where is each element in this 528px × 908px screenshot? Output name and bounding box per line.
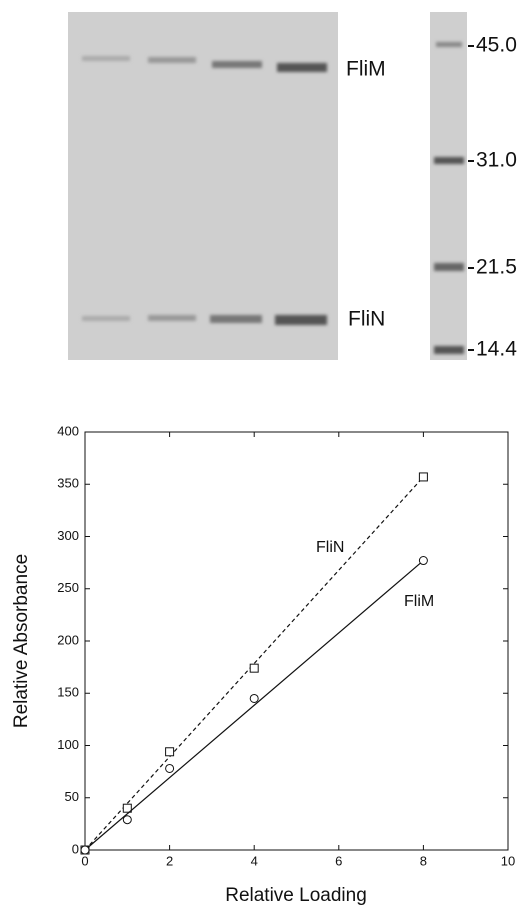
y-tick-label: 150 <box>57 685 79 700</box>
y-tick-label: 200 <box>57 632 79 647</box>
band <box>212 61 262 68</box>
x-axis-label: Relative Loading <box>225 885 367 906</box>
figure: FliM FliN 45.0 31.0 21.5 14.4 Relative L… <box>0 0 528 908</box>
y-tick-label: 50 <box>65 789 79 804</box>
x-tick-label: 8 <box>420 853 427 868</box>
marker-lane <box>430 12 467 360</box>
marker-label: 45.0 <box>476 34 517 57</box>
y-tick-label: 100 <box>57 737 79 752</box>
x-tick-label: 10 <box>501 853 515 868</box>
y-tick-label: 250 <box>57 580 79 595</box>
marker-label: 21.5 <box>476 256 517 279</box>
band <box>210 315 262 323</box>
point <box>166 764 174 772</box>
fit-line <box>85 561 423 850</box>
point <box>250 664 258 672</box>
band <box>275 315 327 325</box>
band-label: FliN <box>348 308 385 331</box>
marker-dashes <box>468 46 474 350</box>
annotation: FliM <box>404 593 434 610</box>
band <box>434 346 464 354</box>
plot-frame <box>85 432 508 850</box>
band-label: FliM <box>346 58 386 81</box>
chart: Relative Loading Relative Absorbance Fli… <box>11 423 515 906</box>
point <box>250 694 258 702</box>
annotation: FliN <box>316 539 344 556</box>
band <box>277 63 327 72</box>
x-tick-label: 0 <box>81 853 88 868</box>
point <box>166 748 174 756</box>
fit-line <box>85 477 423 850</box>
band <box>436 42 462 47</box>
x-tick-label: 4 <box>251 853 258 868</box>
y-tick-label: 0 <box>72 841 79 856</box>
y-tick-label: 400 <box>57 423 79 438</box>
point <box>419 557 427 565</box>
marker-label: 14.4 <box>476 338 517 361</box>
band <box>148 57 196 63</box>
point <box>123 816 131 824</box>
y-tick-label: 300 <box>57 528 79 543</box>
band <box>434 157 464 164</box>
y-axis-label: Relative Absorbance <box>11 554 32 728</box>
y-tick-label: 350 <box>57 476 79 491</box>
point <box>81 846 89 854</box>
band <box>148 315 196 321</box>
marker-label: 31.0 <box>476 149 517 172</box>
band <box>82 56 130 61</box>
x-tick-label: 6 <box>335 853 342 868</box>
band <box>82 316 130 321</box>
point <box>419 473 427 481</box>
band <box>434 263 464 271</box>
gel: FliM FliN 45.0 31.0 21.5 14.4 <box>68 12 517 361</box>
x-tick-label: 2 <box>166 853 173 868</box>
